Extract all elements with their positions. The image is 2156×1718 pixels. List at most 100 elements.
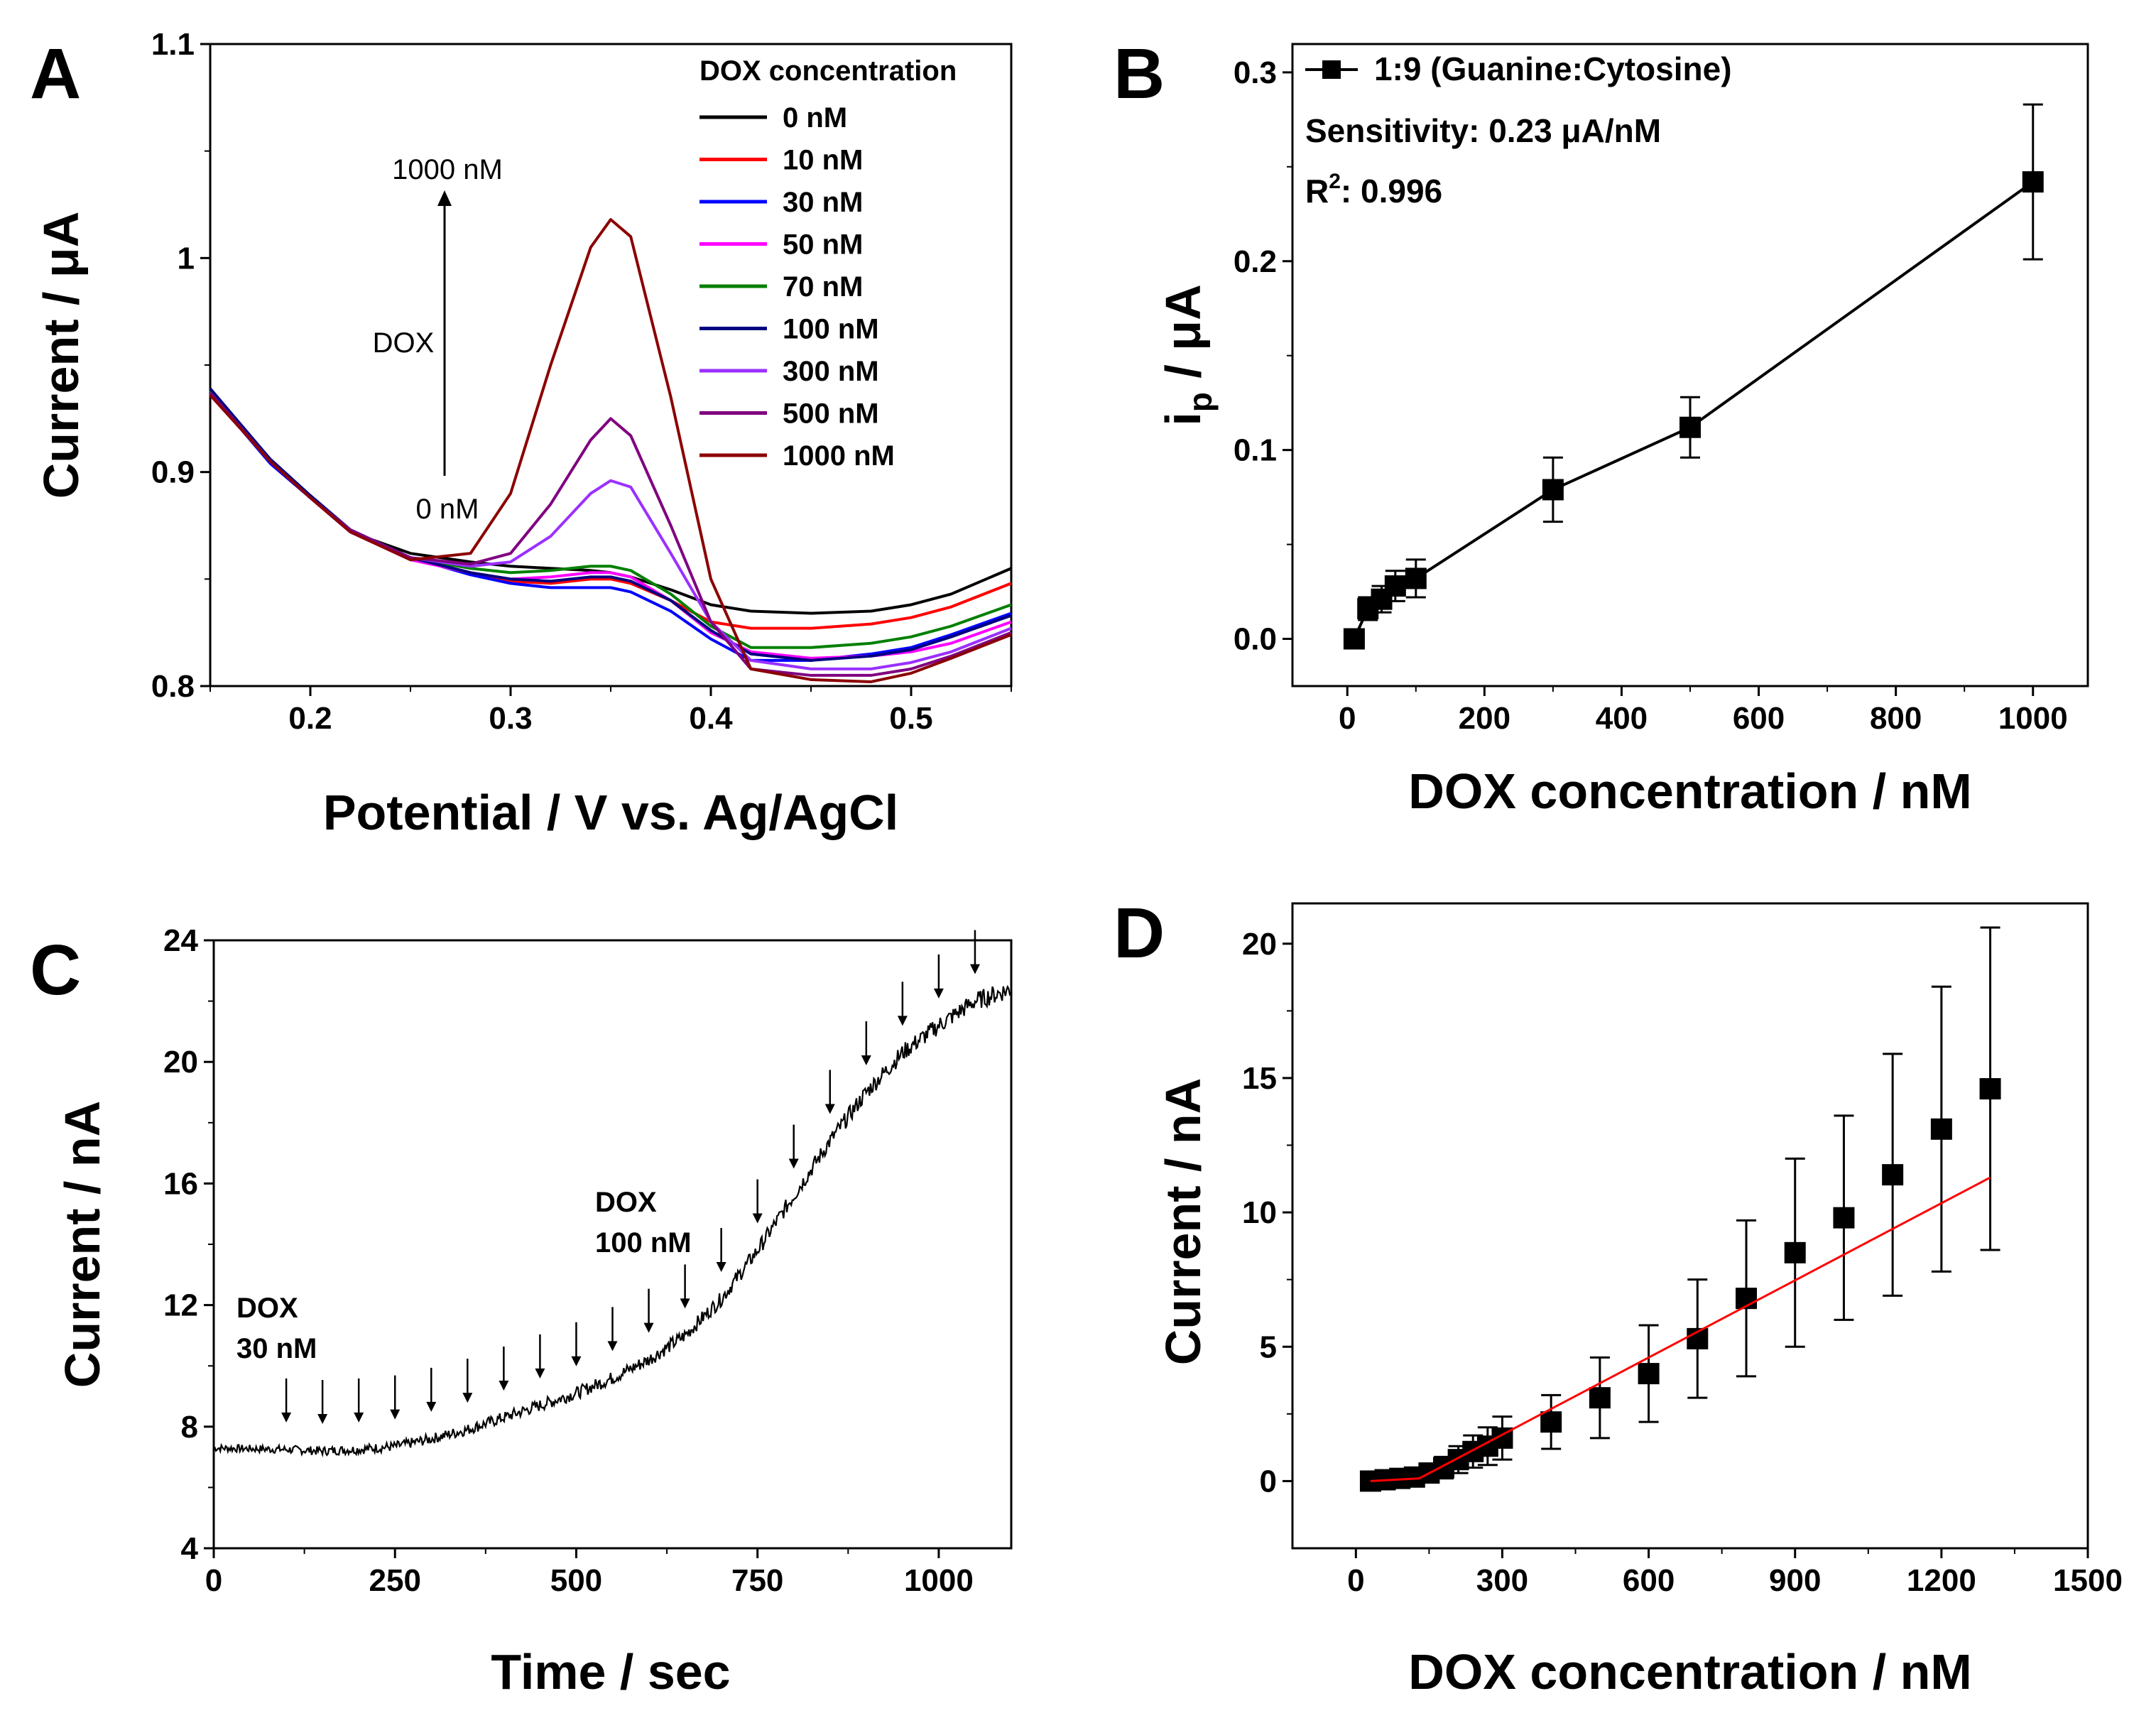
series-line xyxy=(209,391,1012,630)
y-axis-label: Current / nA xyxy=(55,1101,110,1388)
legend: DOX concentration 0 nM 10 nM 30 nM 50 nM 70 n… xyxy=(699,55,957,472)
legend: 1:9 (Guanine:Cytosine) xyxy=(1305,50,1732,87)
x-tick-label: 0.2 xyxy=(288,701,332,736)
y-tick-label: 20 xyxy=(1242,927,1277,962)
legend-label: 70 nM xyxy=(783,271,863,303)
data-point xyxy=(1679,416,1701,438)
y-tick-label: 15 xyxy=(1242,1061,1277,1096)
addition-arrow-head xyxy=(499,1380,509,1391)
data-point xyxy=(1979,1078,2001,1100)
annotation-bottom: 0 nM xyxy=(416,494,479,525)
addition-arrow-head xyxy=(462,1393,473,1403)
x-axis-label: Potential / V vs. Ag/AgCl xyxy=(323,785,898,840)
x-tick-label: 0 xyxy=(1347,1563,1364,1598)
panel-label: C xyxy=(30,930,81,1010)
x-tick-label: 750 xyxy=(731,1563,783,1598)
x-tick-label: 0.5 xyxy=(889,701,932,736)
x-tick-label: 300 xyxy=(1476,1563,1528,1598)
y-tick-label: 1.1 xyxy=(151,27,195,62)
x-tick-label: 800 xyxy=(1870,701,1922,736)
legend-label: 1000 nM xyxy=(783,440,895,472)
panel-b: 0 200 400 600 800 1000 0.0 0.1 0.2 0.3 B DOX concen… xyxy=(1114,34,2089,819)
y-tick-label: 0.8 xyxy=(151,669,195,704)
r-squared-sup: 2 xyxy=(1329,170,1341,193)
panel-label: B xyxy=(1114,34,1165,114)
addition-arrow-head xyxy=(571,1356,582,1366)
r-squared-prefix: R xyxy=(1305,173,1329,210)
y-tick-label: 10 xyxy=(1242,1195,1277,1230)
y-axis-label: ip / μA xyxy=(1155,284,1219,425)
panel-a: 0.2 0.3 0.4 0.5 0.8 0.9 1 1.1 A Potential / V vs.… xyxy=(30,27,1013,840)
data-point xyxy=(1833,1207,1855,1229)
plot-frame xyxy=(209,43,1013,687)
data-point xyxy=(1384,575,1406,597)
r-squared-value: : 0.996 xyxy=(1341,173,1442,210)
y-tick-label: 0.2 xyxy=(1234,244,1277,279)
y-tick-label: 24 xyxy=(163,923,198,958)
addition-arrow-head xyxy=(643,1322,654,1333)
data-point xyxy=(1930,1118,1952,1140)
addition-arrow-head xyxy=(390,1409,401,1420)
fit-line xyxy=(1370,1176,1991,1482)
series-line xyxy=(209,393,1012,660)
x-tick-label: 200 xyxy=(1459,701,1510,736)
x-tick-label: 250 xyxy=(369,1563,421,1598)
series-line xyxy=(209,391,1012,677)
x-tick-label: 400 xyxy=(1596,701,1648,736)
plot-frame xyxy=(1291,902,2089,1550)
amperometric-trace xyxy=(213,984,1012,1458)
dox-arrow-head xyxy=(437,190,452,206)
y-tick-label: 12 xyxy=(163,1288,198,1323)
addition-arrow-head xyxy=(788,1158,799,1169)
addition-arrow-head xyxy=(716,1262,726,1273)
y-axis-label: Current / μA xyxy=(33,212,89,499)
data-point xyxy=(1784,1241,1806,1263)
x-tick-label: 1500 xyxy=(2053,1563,2123,1598)
annotation-dox-100-line1: DOX xyxy=(595,1187,657,1218)
x-tick-label: 0.4 xyxy=(689,701,733,736)
x-tick-label: 0.3 xyxy=(489,701,532,736)
x-axis-label: Time / sec xyxy=(491,1644,730,1700)
legend-label: 30 nM xyxy=(783,187,863,218)
addition-arrow-head xyxy=(281,1412,292,1423)
y-tick-label: 20 xyxy=(163,1045,198,1080)
x-tick-label: 1000 xyxy=(904,1563,974,1598)
addition-arrow-head xyxy=(354,1412,364,1423)
x-tick-label: 600 xyxy=(1733,701,1785,736)
data-point xyxy=(1343,628,1365,650)
annotation-dox-100-line2: 100 nM xyxy=(595,1227,692,1258)
addition-arrow-head xyxy=(426,1401,437,1412)
addition-arrow-head xyxy=(861,1055,871,1065)
x-tick-label: 1000 xyxy=(1998,701,2068,736)
data-point xyxy=(2022,171,2044,193)
addition-arrow-head xyxy=(535,1368,545,1379)
series-line xyxy=(209,218,1012,683)
series-line xyxy=(209,393,1012,615)
x-tick-label: 0 xyxy=(1339,701,1356,736)
addition-arrow-head xyxy=(607,1341,618,1352)
legend-label: 50 nM xyxy=(783,229,863,261)
addition-arrow-head xyxy=(969,964,980,974)
series-line xyxy=(1353,180,2034,640)
y-tick-label: 5 xyxy=(1260,1330,1277,1364)
data-point xyxy=(1540,1411,1562,1433)
sensitivity-text: Sensitivity: 0.23 μA/nM xyxy=(1305,112,1661,149)
addition-arrow-head xyxy=(824,1104,835,1114)
panel-label: A xyxy=(30,34,81,114)
y-axis-label-unit: / μA xyxy=(1155,284,1211,392)
data-point xyxy=(1638,1363,1660,1385)
y-tick-label: 1 xyxy=(178,241,195,276)
y-axis-label-sub: p xyxy=(1182,392,1219,412)
legend-label: 1:9 (Guanine:Cytosine) xyxy=(1374,50,1732,87)
addition-arrow-head xyxy=(897,1016,908,1026)
legend-label: 10 nM xyxy=(783,145,863,176)
annotation-middle: DOX xyxy=(373,327,435,359)
y-axis-label-main: i xyxy=(1155,412,1211,425)
y-tick-label: 0.0 xyxy=(1234,622,1277,657)
legend-label: 500 nM xyxy=(783,398,879,430)
x-tick-label: 1200 xyxy=(1907,1563,1976,1598)
x-tick-label: 0 xyxy=(205,1563,222,1598)
data-point xyxy=(1405,567,1427,589)
x-tick-label: 900 xyxy=(1769,1563,1821,1598)
